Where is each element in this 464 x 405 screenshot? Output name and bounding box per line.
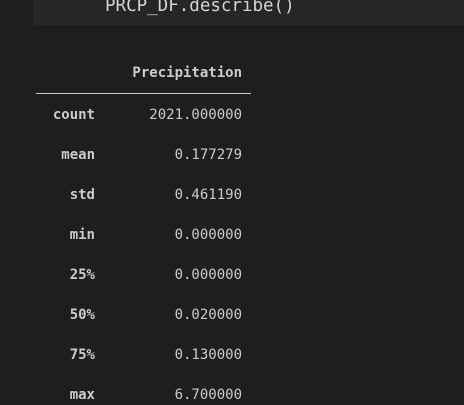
table-row-std: std 0.461190: [0, 185, 464, 205]
header-divider: [36, 93, 251, 94]
row-label: std: [69, 187, 95, 203]
table-row-min: min 0.000000: [0, 225, 464, 245]
code-cell[interactable]: PRCP_DF.describe(): [33, 0, 464, 25]
row-label: mean: [61, 147, 95, 163]
row-label: 75%: [69, 347, 95, 363]
table-row-count: count 2021.000000: [0, 105, 464, 125]
row-label: count: [52, 107, 95, 123]
row-value: 0.130000: [174, 347, 242, 363]
table-row-75pct: 75% 0.130000: [0, 345, 464, 365]
row-value: 2021.000000: [149, 107, 242, 123]
table-row-50pct: 50% 0.020000: [0, 305, 464, 325]
row-value: 0.000000: [174, 227, 242, 243]
table-row-25pct: 25% 0.000000: [0, 265, 464, 285]
table-row-mean: mean 0.177279: [0, 145, 464, 165]
row-label: 25%: [69, 267, 95, 283]
row-value: 0.461190: [174, 187, 242, 203]
row-label: max: [69, 387, 95, 403]
row-label: 50%: [69, 307, 95, 323]
code-line[interactable]: PRCP_DF.describe(): [105, 0, 295, 16]
row-label: min: [69, 227, 95, 243]
row-value: 0.177279: [174, 147, 242, 163]
row-value: 0.000000: [174, 267, 242, 283]
row-value: 0.020000: [174, 307, 242, 323]
table-row-max: max 6.700000: [0, 385, 464, 405]
column-header-precipitation: Precipitation: [132, 65, 242, 81]
row-value: 6.700000: [174, 387, 242, 403]
